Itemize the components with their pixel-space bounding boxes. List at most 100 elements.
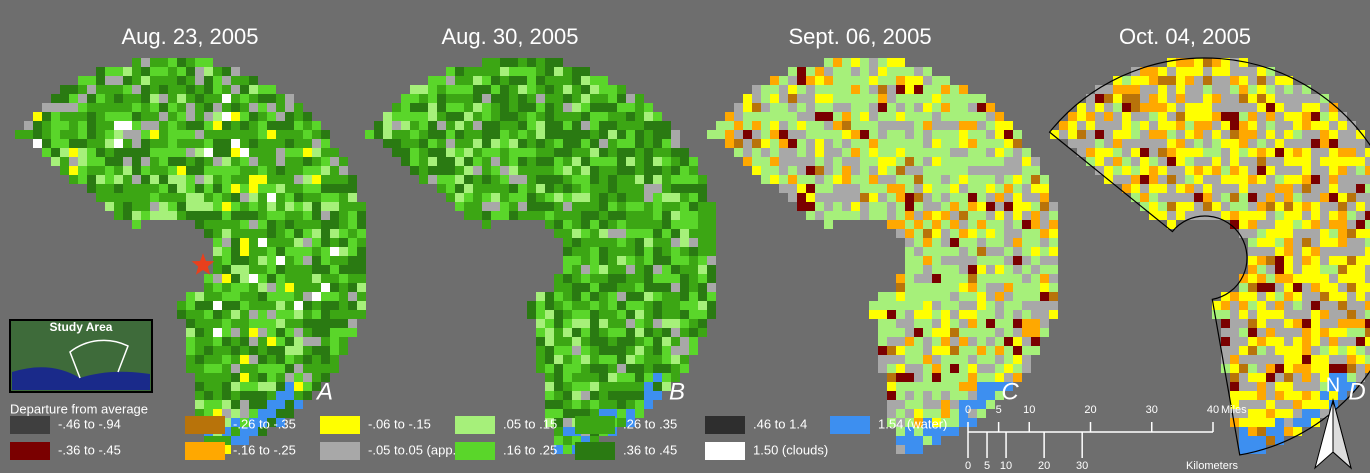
pixel (545, 400, 554, 409)
pixel (635, 328, 644, 337)
pixel (590, 292, 599, 301)
pixel (554, 121, 563, 130)
pixel (1203, 76, 1212, 85)
pixel (959, 292, 968, 301)
north-label: N (1326, 374, 1340, 396)
pixel (923, 139, 932, 148)
pixel (887, 94, 896, 103)
pixel (824, 193, 833, 202)
pixel (536, 58, 545, 67)
pixel (653, 391, 662, 400)
pixel (950, 400, 959, 409)
pixel (312, 256, 321, 265)
pixel (545, 76, 554, 85)
pixel (374, 121, 383, 130)
pixel (572, 112, 581, 121)
pixel (563, 130, 572, 139)
pixel (392, 103, 401, 112)
pixel (204, 76, 213, 85)
pixel (968, 319, 977, 328)
pixel (689, 166, 698, 175)
pixel (599, 85, 608, 94)
pixel (941, 202, 950, 211)
pixel (87, 121, 96, 130)
pixel (348, 310, 357, 319)
pixel (276, 274, 285, 283)
pixel (959, 148, 968, 157)
pixel (437, 148, 446, 157)
pixel (1167, 130, 1176, 139)
pixel (1266, 364, 1275, 373)
pixel (1230, 391, 1239, 400)
pixel (1013, 175, 1022, 184)
pixel (249, 193, 258, 202)
pixel (204, 166, 213, 175)
pixel (896, 211, 905, 220)
pixel (1013, 364, 1022, 373)
pixel (968, 202, 977, 211)
pixel (1284, 166, 1293, 175)
pixel (437, 85, 446, 94)
pixel (1311, 400, 1320, 409)
pixel (923, 211, 932, 220)
pixel (1356, 148, 1365, 157)
pixel (105, 94, 114, 103)
pixel (968, 265, 977, 274)
pixel (231, 184, 240, 193)
pixel (608, 274, 617, 283)
pixel (644, 382, 653, 391)
pixel (249, 310, 258, 319)
pixel (806, 184, 815, 193)
pixel (509, 184, 518, 193)
pixel (1293, 319, 1302, 328)
pixel (590, 373, 599, 382)
pixel (204, 310, 213, 319)
pixel (833, 157, 842, 166)
pixel (626, 283, 635, 292)
pixel (617, 319, 626, 328)
pixel (608, 310, 617, 319)
pixel (258, 85, 267, 94)
pixel (590, 328, 599, 337)
pixel (590, 400, 599, 409)
pixel (707, 283, 716, 292)
pixel (1221, 301, 1230, 310)
pixel (563, 445, 572, 454)
pixel (554, 184, 563, 193)
pixel (986, 400, 995, 409)
pixel (231, 67, 240, 76)
pixel (1293, 103, 1302, 112)
pixel (321, 301, 330, 310)
pixel (590, 256, 599, 265)
pixel (168, 166, 177, 175)
pixel (599, 229, 608, 238)
pixel (267, 184, 276, 193)
pixel (258, 184, 267, 193)
pixel (231, 94, 240, 103)
pixel (294, 400, 303, 409)
pixel (563, 418, 572, 427)
pixel (1347, 211, 1356, 220)
pixel (1140, 184, 1149, 193)
pixel (941, 220, 950, 229)
pixel (698, 202, 707, 211)
pixel (995, 328, 1004, 337)
pixel (527, 139, 536, 148)
pixel (1275, 76, 1284, 85)
pixel (545, 130, 554, 139)
pixel (833, 76, 842, 85)
pixel (968, 139, 977, 148)
pixel (312, 229, 321, 238)
pixel (321, 274, 330, 283)
pixel (914, 67, 923, 76)
scale-label: 0 (965, 460, 971, 472)
pixel (581, 76, 590, 85)
pixel (941, 193, 950, 202)
pixel (626, 337, 635, 346)
pixel (653, 238, 662, 247)
pixel (240, 256, 249, 265)
pixel (680, 148, 689, 157)
pixel (1266, 274, 1275, 283)
pixel (1077, 112, 1086, 121)
pixel (1013, 229, 1022, 238)
